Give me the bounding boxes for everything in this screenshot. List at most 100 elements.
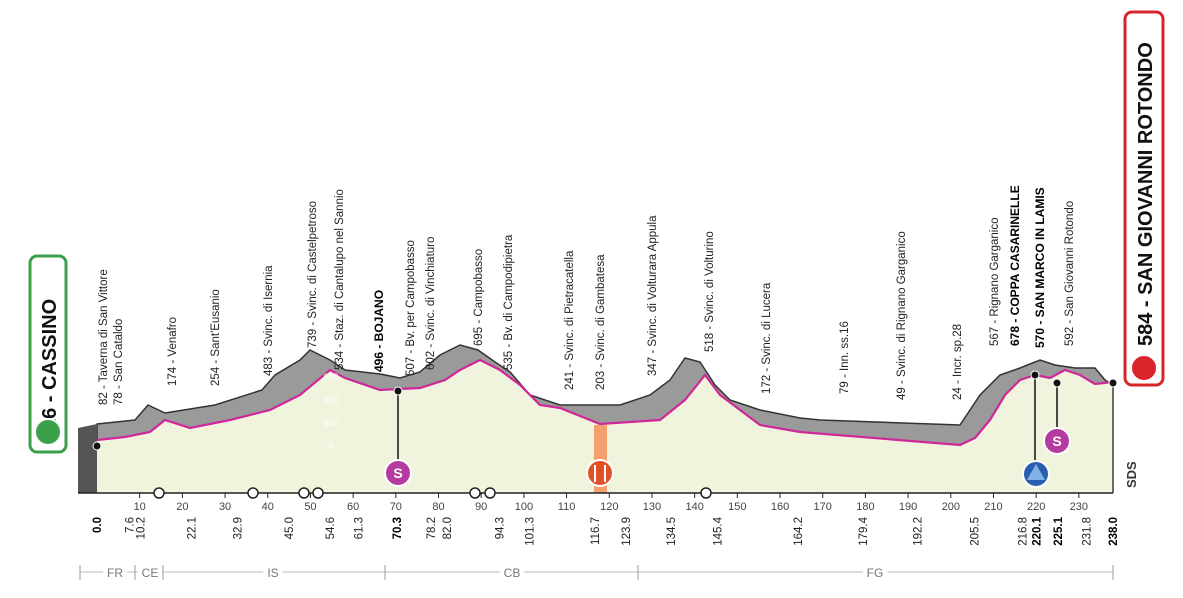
- km-tick-label: 140: [685, 501, 703, 513]
- finish-label: 584 - SAN GIOVANNI ROTONDO: [1135, 42, 1157, 346]
- km-point-label: 10.2: [136, 517, 148, 539]
- km-point-label: 216.8: [1017, 517, 1029, 546]
- km-tick-label: 110: [558, 501, 576, 513]
- point-dot: [1030, 370, 1040, 380]
- km-point-label: 22.1: [186, 517, 198, 539]
- km-point-label: 145.4: [713, 516, 725, 545]
- waypoint-label: 567 - Rignano Garganico: [989, 218, 1001, 347]
- km-point-label: 94.3: [495, 517, 507, 539]
- region-label-bg: [137, 564, 163, 580]
- waypoint-label: 483 - Svinc. di Isernia: [263, 265, 275, 376]
- km-tick-label: 20: [176, 501, 188, 513]
- finish-badge: [1123, 10, 1165, 387]
- point-dot: [1108, 378, 1118, 388]
- waypoint-label: 695 - Campobasso: [473, 249, 485, 346]
- waypoint-label: 203 - Svinc. di Gambatesa: [595, 254, 607, 390]
- altitude-label: 200: [323, 418, 338, 428]
- km-tick-label: 150: [728, 501, 746, 513]
- waypoint-label: 78 - San Cataldo: [113, 319, 125, 405]
- km-point-label: 78.2: [426, 517, 438, 539]
- altitude-label: 0: [328, 441, 333, 451]
- km-tick-label: 160: [771, 501, 789, 513]
- waypoint-label: 347 - Svinc. di Volturara Appula: [647, 215, 659, 376]
- feed-fork: [594, 465, 606, 482]
- region-label: FG: [867, 566, 884, 580]
- waypoint-label: 592 - San Giovanni Rotondo: [1064, 201, 1076, 346]
- sprint-icon: [1043, 427, 1071, 455]
- waypoint-label: 172 - Svinc. di Lucera: [761, 282, 773, 394]
- km-tick-label: 80: [432, 501, 444, 513]
- km-point-label: 101.3: [524, 517, 536, 546]
- km-point-label: 116.7: [590, 517, 602, 545]
- point-dot: [92, 441, 102, 451]
- region-label: CE: [142, 566, 159, 580]
- region-label: IS: [267, 566, 278, 580]
- km-tick-label: 30: [219, 501, 231, 513]
- km-tick-label: 180: [856, 501, 874, 513]
- profile-side: [78, 424, 97, 493]
- waypoint-label: 518 - Svinc. di Volturino: [704, 231, 716, 352]
- km-point-label: 225.1: [1053, 516, 1065, 545]
- waypoint-label: 534 - Staz. di Cantalupo nel Sannio: [334, 189, 346, 370]
- waypoint-label: 496 - BOJANO: [372, 290, 386, 372]
- km-point-label: 61.3: [354, 517, 366, 539]
- region-dividers: [79, 565, 1114, 580]
- km-tick-label: 90: [475, 501, 487, 513]
- region-label-bg: [103, 564, 127, 580]
- region-label: FR: [107, 566, 123, 580]
- km-point-label: 231.8: [1082, 517, 1094, 546]
- finish-icon: [1130, 354, 1158, 382]
- region-label-bg: [263, 564, 283, 580]
- km-tick-label: 120: [600, 501, 618, 513]
- waypoint-label: 678 - COPPA CASARINELLE: [1008, 185, 1022, 346]
- km-point-label: 164.2: [793, 517, 805, 546]
- waypoint-label: 82 - Taverna di San Vittore: [98, 269, 110, 405]
- waypoint-label: 254 - Sant'Eusanio: [210, 289, 222, 386]
- region-label-bg: [499, 564, 525, 580]
- feed-icon: [586, 459, 614, 487]
- start-badge: [28, 254, 68, 454]
- km-point-label: 220.1: [1032, 516, 1044, 545]
- region-label-bg: [862, 564, 888, 580]
- km-point-label: 123.9: [621, 517, 633, 546]
- waypoint-label: 79 - Inn. ss.16: [839, 321, 851, 394]
- km-point-label: 179.4: [858, 516, 870, 545]
- sprint-letter: S: [1052, 433, 1061, 449]
- climb-icon-shape: [1027, 464, 1045, 480]
- km-point-label: 134.5: [666, 517, 678, 546]
- sprint-icon: [384, 459, 412, 487]
- km-point-label: 205.5: [969, 517, 981, 546]
- waypoint-label: 739 - Svinc. di Castelpetroso: [307, 201, 319, 348]
- start-label: 26 - CASSINO: [39, 299, 61, 430]
- km-point-label: 54.6: [325, 517, 337, 539]
- km-tick-label: 200: [942, 501, 960, 513]
- km-point-label: 82.0: [442, 517, 454, 539]
- waypoint-label: 49 - Svinc. di Rignano Garganico: [896, 231, 908, 400]
- km-tick-label: 190: [899, 501, 917, 513]
- altitude-label: 600: [323, 372, 338, 382]
- km-tick-label: 130: [643, 501, 661, 513]
- km-tick-label: 10: [134, 501, 146, 513]
- waypoint-label: 174 - Venafro: [167, 317, 179, 386]
- waypoint-label: 507 - Bv. per Campobasso: [405, 240, 417, 376]
- waypoint-label: 241 - Svinc. di Pietracatella: [564, 250, 576, 390]
- point-dot: [393, 386, 403, 396]
- tunnels: [153, 487, 712, 499]
- point-dot: [1052, 378, 1062, 388]
- km-point-label: 0.0: [92, 517, 104, 533]
- km-tick-label: 70: [390, 501, 402, 513]
- waypoint-label: 570 - SAN MARCO IN LAMIS: [1033, 187, 1047, 348]
- km-point-label: 7.6: [124, 517, 136, 533]
- region-label: CB: [504, 566, 521, 580]
- km-point-label: 70.3: [392, 517, 404, 539]
- km-tick-label: 50: [304, 501, 316, 513]
- km-point-label: 238.0: [1108, 517, 1120, 546]
- km-tick-label: 230: [1070, 501, 1088, 513]
- waypoint-label: 535 - Bv. di Campodipietra: [503, 234, 515, 370]
- profile-line: [96, 358, 1114, 447]
- altitude-label: 400: [323, 395, 338, 405]
- sprint-letter: S: [393, 465, 402, 481]
- labels: 82 - Taverna di San Vittore 78 - San Cata…: [92, 185, 1120, 580]
